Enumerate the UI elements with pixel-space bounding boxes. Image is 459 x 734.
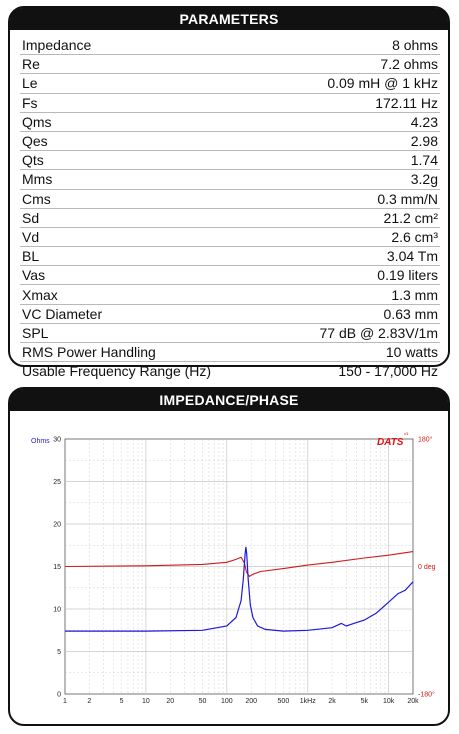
parameter-label: Xmax xyxy=(22,286,58,303)
parameter-label: Vd xyxy=(22,228,40,245)
parameter-row: Qts 1.74 xyxy=(20,151,440,171)
x-tick-label: 20 xyxy=(166,698,174,705)
x-tick-label: 1 xyxy=(63,698,67,705)
parameter-label: BL xyxy=(22,248,40,265)
parameter-label: Usable Frequency Range (Hz) xyxy=(22,363,212,380)
parameter-row: Cms 0.3 mm/N xyxy=(20,190,440,209)
parameter-value: 3.2g xyxy=(410,171,438,188)
y-unit-label: Ohms xyxy=(31,438,50,445)
parameter-value: 7.2 ohms xyxy=(380,56,438,73)
parameter-label: Qes xyxy=(22,133,48,150)
parameter-row: Qms 4.23 xyxy=(20,113,440,132)
x-tick-label: 500 xyxy=(278,698,290,705)
parameter-row: Re 7.2 ohms xyxy=(20,55,440,75)
parameter-label: Cms xyxy=(22,190,51,207)
parameter-value: 0.19 liters xyxy=(377,267,438,284)
impedance-phase-title: IMPEDANCE/PHASE xyxy=(10,389,448,411)
y-tick-label: 25 xyxy=(53,479,61,486)
x-tick-label: 5 xyxy=(120,698,124,705)
x-tick-label: 10 xyxy=(142,698,150,705)
y-tick-label: 30 xyxy=(53,437,61,444)
x-tick-label: 10k xyxy=(383,698,395,705)
parameter-value: 0.63 mm xyxy=(383,305,438,322)
y-tick-label: 5 xyxy=(57,649,61,656)
x-tick-label: 100 xyxy=(221,698,233,705)
x-tick-label: 200 xyxy=(245,698,257,705)
parameters-panel: PARAMETERS Impedance 8 ohms Re 7.2 ohms Le 0.… xyxy=(8,6,450,379)
parameter-label: Le xyxy=(22,75,38,92)
parameter-value: 2.98 xyxy=(410,133,438,150)
x-tick-label: 2k xyxy=(328,698,336,705)
x-tick-label: 5k xyxy=(361,698,369,705)
parameter-label: VC Diameter xyxy=(22,305,103,322)
parameter-row: Le 0.09 mH @ 1 kHz xyxy=(20,74,440,94)
parameter-value: 4.23 xyxy=(410,113,438,130)
impedance-phase-chart: 1 2 5 10 20 50 100 200 500 1kHz 2k 5k 10k 20k05101520… xyxy=(31,431,436,706)
parameter-value: 1.74 xyxy=(410,152,438,169)
parameter-row: Vd 2.6 cm³ xyxy=(20,228,440,248)
parameter-row: BL 3.04 Tm xyxy=(20,247,440,267)
y2-tick-label: 180° xyxy=(418,436,433,444)
parameter-label: Sd xyxy=(22,209,40,226)
impedance-series-line xyxy=(65,546,414,632)
parameter-value: 3.04 Tm xyxy=(386,248,438,265)
parameter-label: Qms xyxy=(22,113,52,130)
parameter-value: 0.09 mH @ 1 kHz xyxy=(327,75,438,92)
y-tick-label: 20 xyxy=(53,522,61,529)
dats-logo: DATS xyxy=(377,437,404,448)
parameter-label: Vas xyxy=(22,267,46,284)
parameter-value: 77 dB @ 2.83V/1m xyxy=(319,324,438,341)
y2-tick-label: 0 deg xyxy=(418,564,436,571)
parameter-row: Qes 2.98 xyxy=(20,132,440,152)
parameter-label: Qts xyxy=(22,152,44,169)
parameter-value: 150 - 17,000 Hz xyxy=(338,363,438,380)
parameter-row: Sd 21.2 cm² xyxy=(20,209,440,228)
parameter-label: RMS Power Handling xyxy=(22,344,156,361)
parameter-label: SPL xyxy=(22,324,49,341)
chart-axis-labels: 1 2 5 10 20 50 100 200 500 1kHz 2k 5k 10k 20k05101520… xyxy=(31,436,436,706)
parameter-row: Vas 0.19 liters xyxy=(20,266,440,286)
parameter-value: 8 ohms xyxy=(392,37,438,54)
parameters-title: PARAMETERS xyxy=(10,8,448,30)
dats-logo-version: v3 xyxy=(404,431,409,436)
parameters-table: Impedance 8 ohms Re 7.2 ohms Le 0.09 mH @ 1 k… xyxy=(20,36,440,380)
parameter-value: 172.11 Hz xyxy=(375,94,438,111)
parameter-label: Re xyxy=(22,56,40,73)
parameter-value: 2.6 cm³ xyxy=(391,228,438,245)
parameter-row: Impedance 8 ohms xyxy=(20,36,440,56)
parameter-value: 0.3 mm/N xyxy=(377,190,438,207)
impedance-phase-panel: IMPEDANCE/PHASE 1 2 5 10 20 50 100 200 500 1kHz 2k… xyxy=(8,387,450,726)
y-tick-label: 10 xyxy=(53,607,61,614)
x-tick-label: 2 xyxy=(87,698,91,705)
phase-series-line xyxy=(64,551,414,578)
parameter-value: 21.2 cm² xyxy=(383,209,438,226)
parameter-label: Fs xyxy=(22,94,38,111)
parameter-label: Impedance xyxy=(22,37,92,54)
parameter-row: RMS Power Handling 10 watts xyxy=(20,343,440,363)
x-tick-label: 1kHz xyxy=(300,698,316,705)
parameter-row: Mms 3.2g xyxy=(20,170,440,190)
parameter-value: 1.3 mm xyxy=(391,286,438,303)
parameter-row: VC Diameter 0.63 mm xyxy=(20,305,440,324)
parameter-label: Mms xyxy=(22,171,53,188)
parameter-value: 10 watts xyxy=(385,344,438,361)
y-tick-label: 15 xyxy=(53,564,61,571)
parameter-row: Xmax 1.3 mm xyxy=(20,285,440,305)
parameter-row: Usable Frequency Range (Hz) 150 - 17,000 … xyxy=(20,362,440,380)
parameter-row: SPL 77 dB @ 2.83V/1m xyxy=(20,324,440,343)
x-tick-label: 50 xyxy=(199,698,207,705)
parameter-row: Fs 172.11 Hz xyxy=(20,94,440,113)
y-tick-label: 0 xyxy=(57,692,61,699)
x-tick-label: 20k xyxy=(407,698,419,705)
y2-tick-label: -180° xyxy=(418,691,435,699)
